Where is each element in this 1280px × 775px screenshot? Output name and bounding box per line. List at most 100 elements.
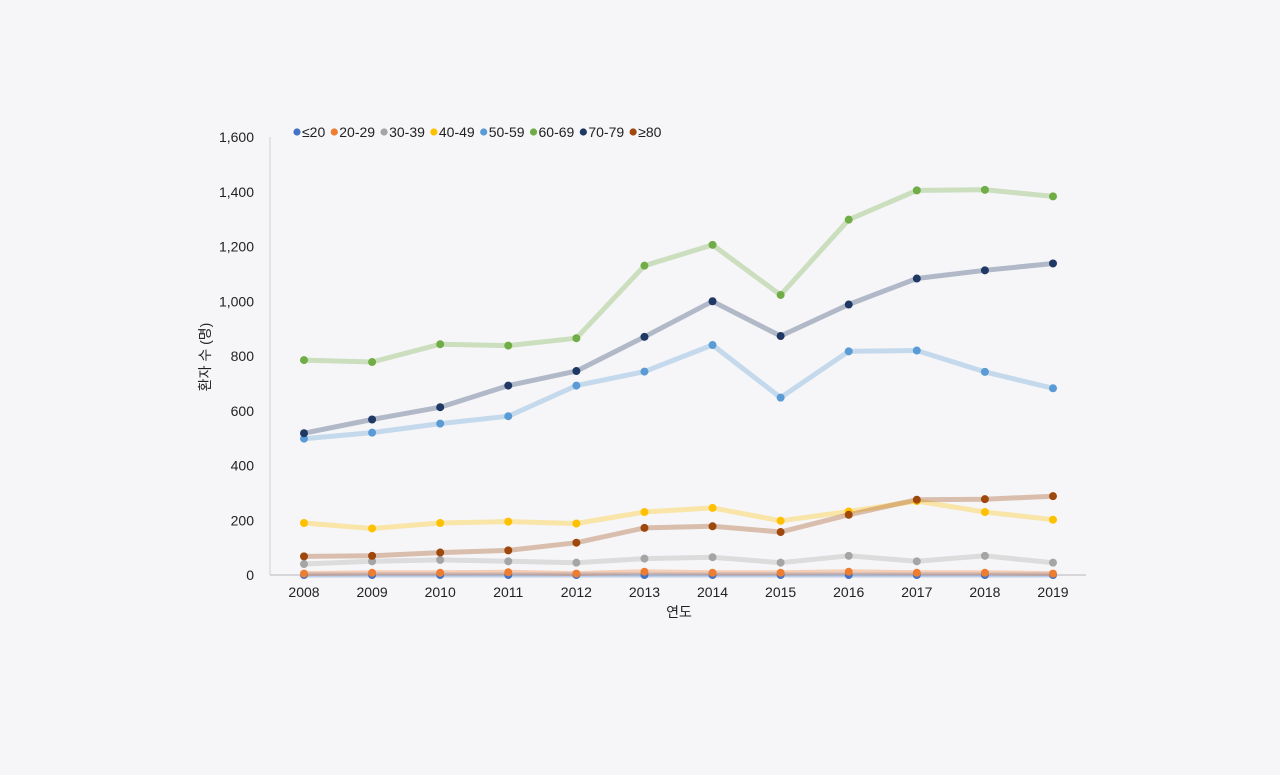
data-point — [504, 381, 513, 390]
data-point — [504, 341, 513, 350]
legend-marker — [529, 128, 538, 136]
x-tick-label: 2011 — [493, 584, 523, 600]
data-point — [640, 508, 649, 517]
data-point — [572, 519, 581, 528]
data-point — [300, 434, 308, 443]
data-point — [708, 568, 717, 577]
series-points — [300, 185, 1057, 579]
data-point — [980, 495, 989, 504]
data-point — [980, 508, 989, 517]
data-point — [640, 332, 649, 341]
data-point — [436, 548, 445, 557]
y-tick-label: 0 — [246, 567, 254, 583]
legend-marker — [480, 128, 488, 136]
series-line — [301, 569, 1056, 577]
data-point — [640, 367, 649, 376]
legend-marker — [430, 128, 438, 136]
y-tick-label: 1,000 — [219, 293, 254, 309]
data-point — [436, 403, 445, 412]
data-point — [980, 185, 989, 194]
data-point — [436, 555, 445, 564]
data-point — [504, 412, 513, 421]
legend-label: 70-79 — [588, 124, 624, 140]
x-tick-label: 2012 — [561, 584, 592, 600]
data-point — [708, 297, 717, 306]
data-point — [980, 568, 989, 577]
y-tick-label: 600 — [231, 403, 255, 419]
series-lines — [301, 187, 1056, 578]
y-tick-label: 800 — [231, 348, 255, 364]
data-point — [980, 551, 989, 560]
data-point — [368, 415, 377, 424]
legend-label: 50-59 — [489, 124, 525, 140]
legend-marker — [629, 128, 637, 136]
data-point — [844, 551, 853, 560]
data-point — [776, 516, 785, 525]
data-point — [436, 568, 445, 577]
data-point — [572, 538, 581, 547]
data-point — [300, 552, 308, 561]
data-point — [300, 356, 308, 365]
x-axis: 2008 2009 2010 2011 2012 2013 2014 2015 2016 2017… — [270, 574, 1086, 600]
data-point — [844, 347, 853, 356]
data-point — [776, 332, 785, 341]
data-point — [368, 551, 377, 560]
data-point — [912, 274, 921, 283]
data-point — [912, 186, 921, 195]
data-point — [912, 346, 921, 355]
data-point — [980, 266, 989, 275]
data-point — [844, 567, 853, 576]
data-point — [572, 569, 581, 578]
legend-label: 40-49 — [439, 124, 475, 140]
x-tick-label: 2017 — [901, 584, 932, 600]
data-point — [844, 215, 853, 224]
data-point — [300, 569, 308, 578]
series-line — [301, 493, 1056, 559]
data-point — [844, 510, 853, 519]
data-point — [368, 358, 377, 367]
y-tick-label: 1,600 — [219, 129, 254, 145]
data-point — [1049, 259, 1057, 268]
x-tick-label: 2015 — [765, 584, 796, 600]
x-tick-label: 2019 — [1037, 584, 1068, 600]
legend-label: ≥80 — [638, 124, 661, 140]
legend-label: 20-29 — [339, 124, 375, 140]
legend-marker — [293, 128, 301, 136]
x-tick-label: 2018 — [969, 584, 1000, 600]
data-point — [708, 503, 717, 512]
data-point — [912, 557, 921, 566]
data-point — [368, 568, 377, 577]
y-tick-label: 400 — [231, 458, 255, 474]
data-point — [572, 381, 581, 390]
series-line — [301, 498, 1056, 531]
data-point — [980, 367, 989, 376]
series-line — [301, 187, 1056, 365]
legend-marker — [380, 128, 388, 136]
data-point — [1049, 569, 1057, 578]
data-point — [640, 554, 649, 563]
data-point — [1049, 492, 1057, 501]
y-axis: 0 200 400 600 800 1,000 1,200 1,400 1,600 — [219, 129, 271, 583]
data-point — [504, 568, 513, 577]
data-point — [368, 524, 377, 533]
data-point — [1049, 384, 1057, 393]
data-point — [504, 557, 513, 566]
series-line — [301, 342, 1056, 442]
data-point — [572, 558, 581, 567]
data-point — [368, 557, 377, 566]
x-axis-label: 연도 — [666, 604, 692, 620]
data-point — [640, 567, 649, 576]
y-axis-label: 환자 수 (명) — [197, 323, 213, 392]
data-point — [708, 553, 717, 562]
legend: ≤20 20-29 30-39 40-49 50-59 60-69 70-79 ≥80 — [293, 124, 662, 140]
legend-label: 30-39 — [389, 124, 425, 140]
data-point — [776, 568, 785, 577]
data-point — [300, 560, 308, 569]
legend-label: ≤20 — [302, 124, 325, 140]
x-tick-label: 2008 — [288, 584, 319, 600]
data-point — [640, 261, 649, 270]
data-point — [1049, 192, 1057, 201]
x-tick-label: 2016 — [833, 584, 864, 600]
